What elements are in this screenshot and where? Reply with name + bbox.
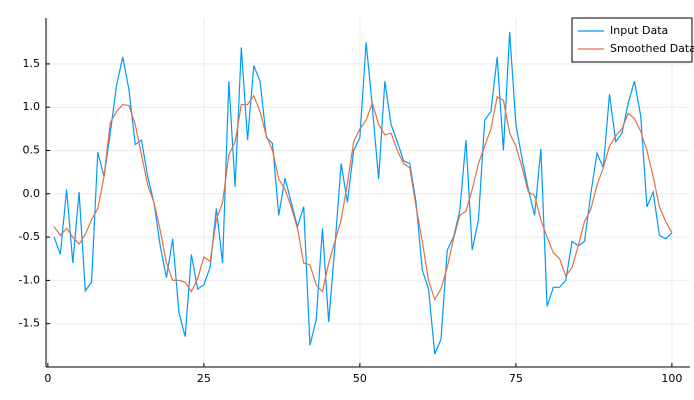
x-tick-label: 75 (509, 372, 523, 385)
y-tick-label: 0.0 (23, 187, 41, 200)
x-tick-label: 100 (661, 372, 682, 385)
legend-label: Smoothed Data (610, 42, 694, 55)
y-tick-label: 0.5 (23, 143, 41, 156)
y-tick-label: -1.0 (19, 273, 40, 286)
y-tick-label: -1.5 (19, 317, 40, 330)
x-tick-label: 25 (197, 372, 211, 385)
data-line (53, 31, 673, 355)
x-tick-label: 50 (353, 372, 367, 385)
legend-box (571, 17, 693, 63)
data-line (53, 94, 673, 301)
y-tick-label: -0.5 (19, 230, 40, 243)
legend-label: Input Data (610, 24, 668, 37)
y-tick-label: 1.5 (23, 57, 41, 70)
x-tick-label: 0 (44, 372, 51, 385)
y-tick-label: 1.0 (23, 100, 41, 113)
